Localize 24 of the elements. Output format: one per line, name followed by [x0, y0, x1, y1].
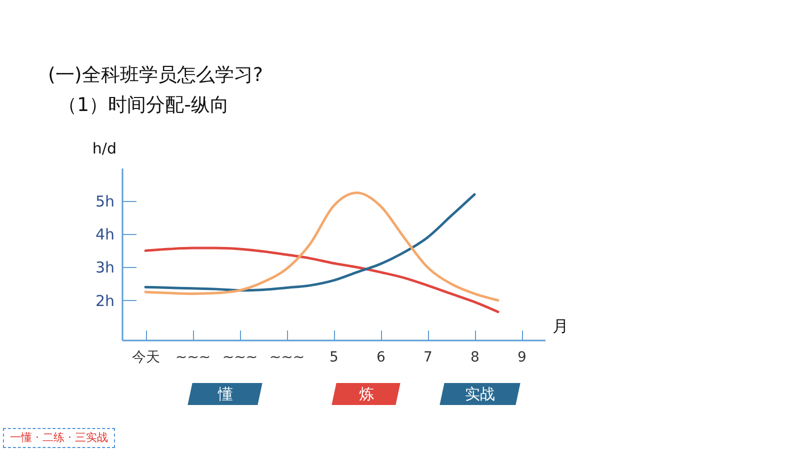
chart-title: (一)全科班学员怎么学习? [48, 63, 263, 88]
x-tick-label: ~~~ [269, 350, 305, 366]
y-tick-label: 4h [95, 226, 114, 244]
chart-subtitle: （1）时间分配-纵向 [58, 93, 229, 118]
line-series [144, 193, 476, 292]
y-tick-label: 3h [95, 258, 114, 277]
text: 炼 [358, 384, 374, 405]
line-series [144, 246, 500, 314]
text: 实战 [465, 384, 495, 405]
y-tick-label: 2h [95, 292, 114, 310]
x-tick-label: 6 [376, 350, 386, 366]
text: 懂 [218, 384, 232, 405]
y-axis-title: h/d [92, 140, 116, 158]
x-tick-label: 7 [424, 350, 432, 366]
text: 一懂 · 二练 · 三实战 [3, 428, 115, 448]
x-tick-label: ~~~ [175, 350, 211, 366]
y-tick-label: 5h [95, 192, 114, 211]
x-tick-label: 今天 [132, 350, 160, 366]
x-tick-label: ~~~ [222, 350, 258, 366]
line-series [144, 192, 500, 302]
x-tick-label: 8 [470, 350, 480, 366]
x-tick-label: 9 [518, 350, 526, 366]
x-tick-label: 5 [330, 350, 338, 366]
x-axis-title: 月 [552, 316, 568, 336]
